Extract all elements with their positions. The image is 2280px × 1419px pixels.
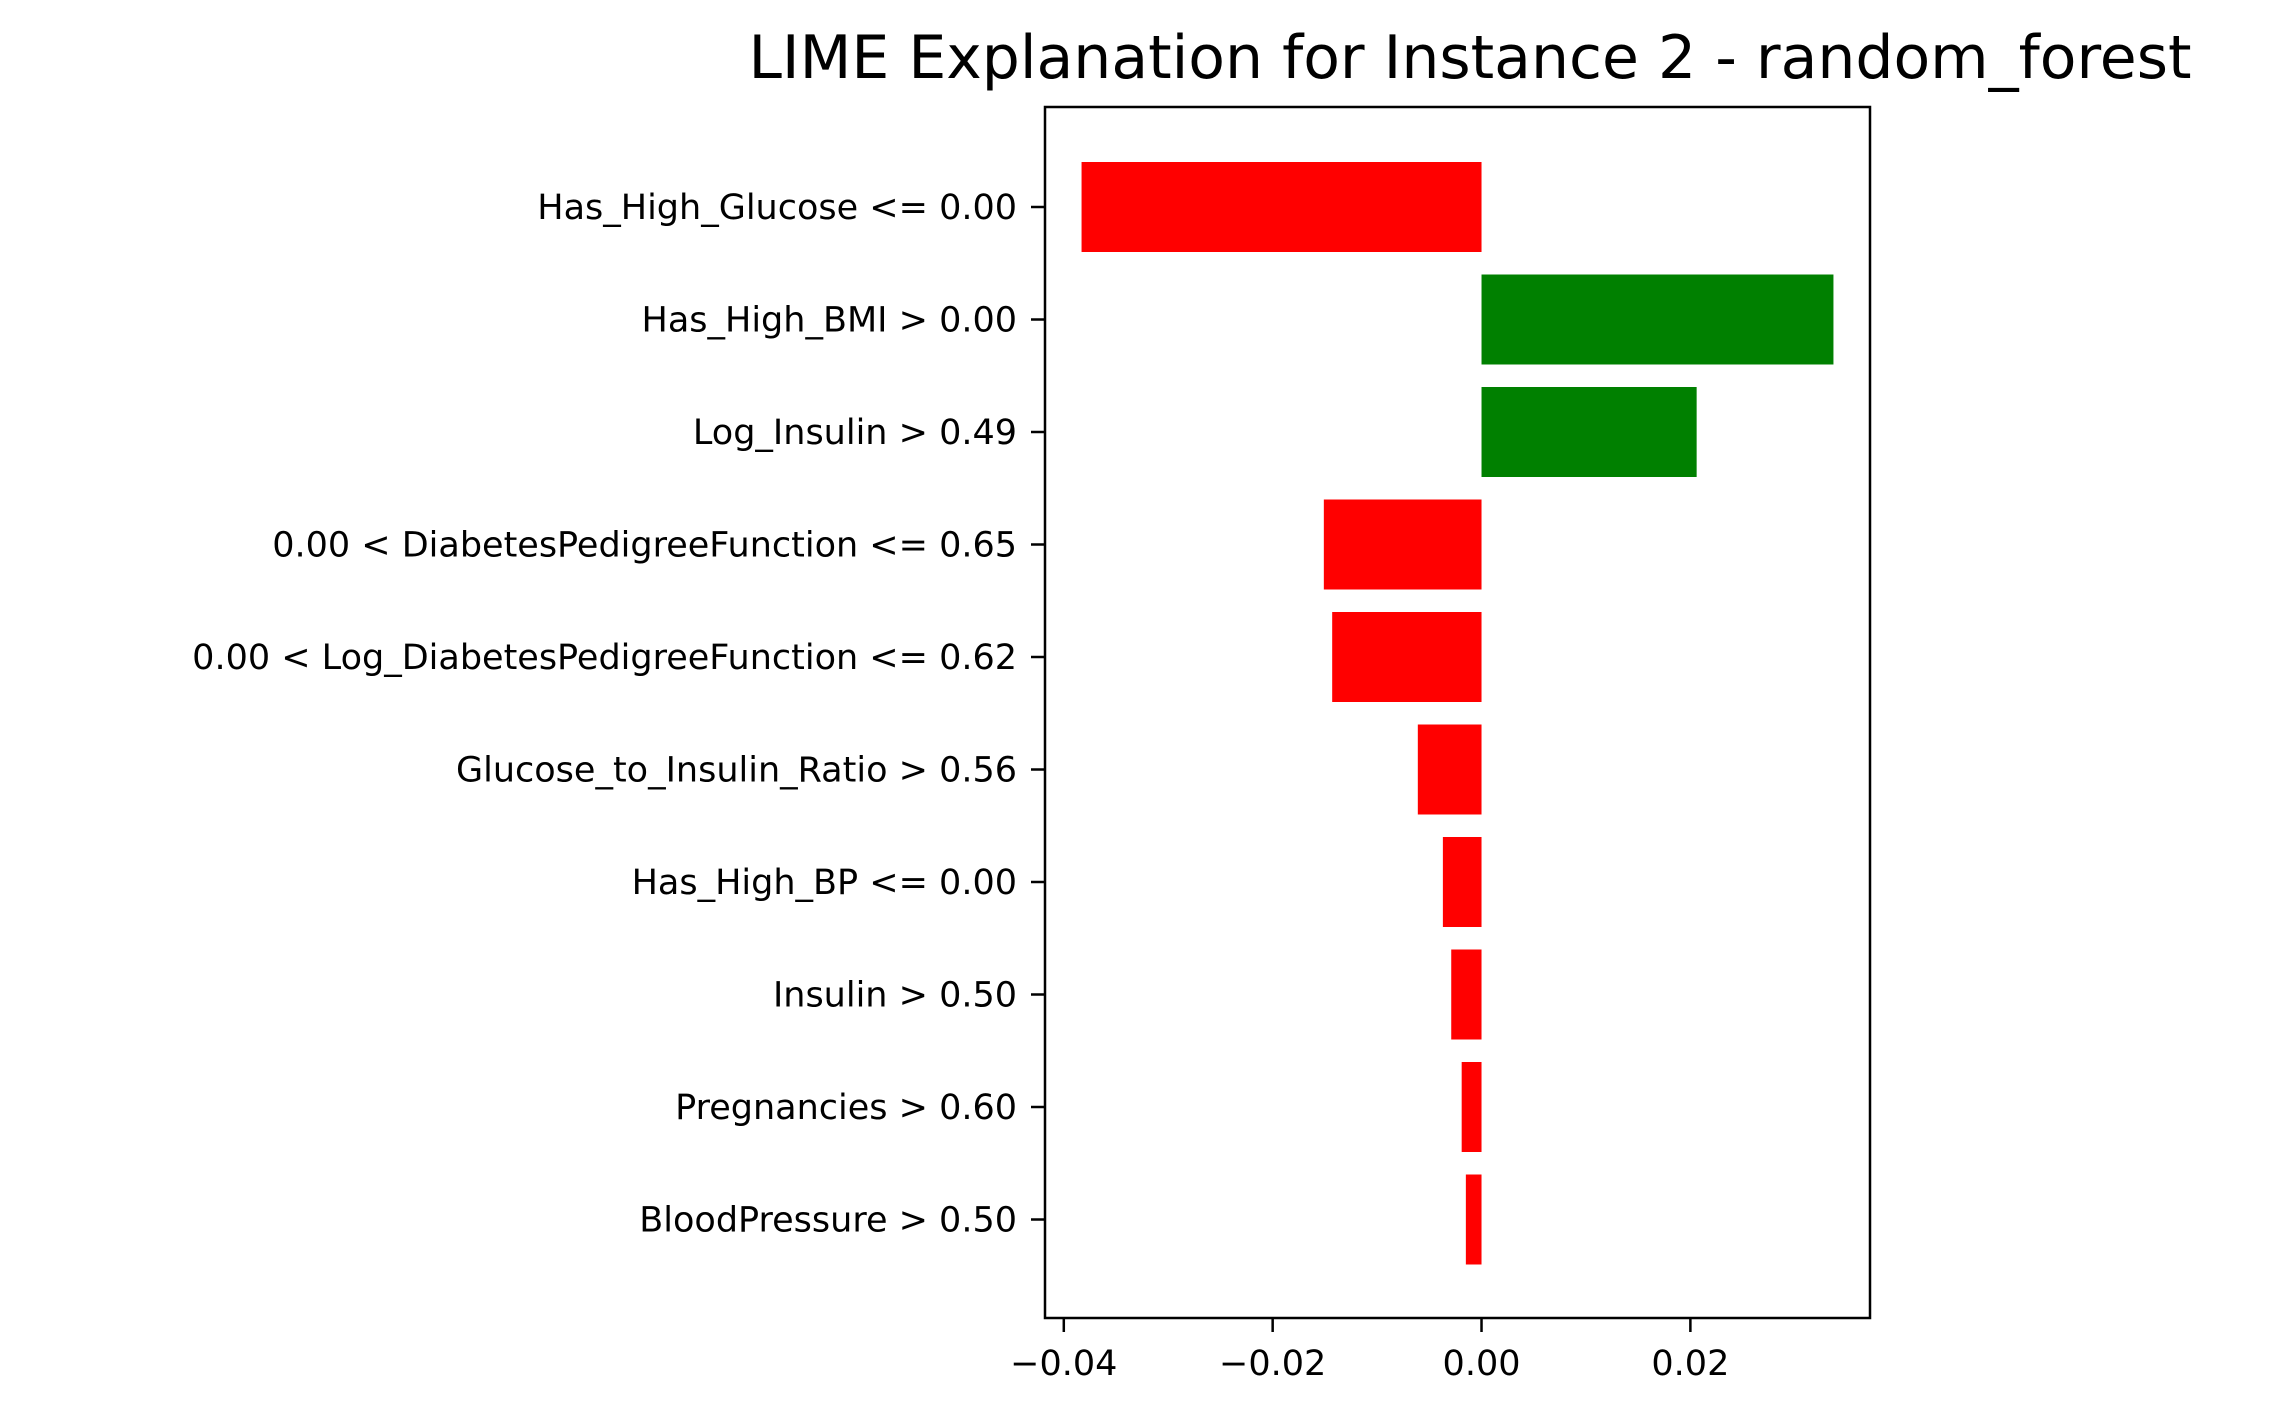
y-tick-label: Log_Insulin > 0.49 <box>693 413 1017 453</box>
bar <box>1451 949 1482 1040</box>
y-tick-label: 0.00 < DiabetesPedigreeFunction <= 0.65 <box>272 526 1017 566</box>
x-tick-label: −0.02 <box>1219 1344 1326 1384</box>
y-axis: Has_High_Glucose <= 0.00 Has_High_BMI > 0… <box>192 188 1045 1241</box>
y-tick-label: Has_High_BP <= 0.00 <box>632 863 1017 903</box>
y-tick-label: Has_High_Glucose <= 0.00 <box>537 188 1017 228</box>
plot-frame <box>1043 105 1872 1320</box>
y-tick-label: Glucose_to_Insulin_Ratio > 0.56 <box>456 751 1017 791</box>
bar <box>1323 499 1482 590</box>
bar <box>1481 387 1697 477</box>
x-tick-label: −0.04 <box>1010 1344 1117 1384</box>
bar <box>1417 724 1482 815</box>
bar <box>1461 1062 1482 1152</box>
bar <box>1481 274 1834 365</box>
x-tick-label: 0.02 <box>1651 1344 1729 1384</box>
bar <box>1332 612 1482 702</box>
y-tick-label: 0.00 < Log_DiabetesPedigreeFunction <= 0… <box>192 638 1017 678</box>
y-tick-label: BloodPressure > 0.50 <box>639 1201 1017 1241</box>
y-tick-label: Pregnancies > 0.60 <box>675 1088 1017 1128</box>
x-tick-label: 0.00 <box>1443 1344 1521 1384</box>
x-axis: −0.04 −0.02 0.00 0.02 <box>1010 1318 1729 1384</box>
y-tick-label: Insulin > 0.50 <box>773 976 1017 1016</box>
chart-title: LIME Explanation for Instance 2 - random… <box>748 23 2191 93</box>
bar <box>1081 162 1482 252</box>
bar <box>1442 837 1482 927</box>
bars-layer <box>1081 162 1834 1265</box>
y-tick-label: Has_High_BMI > 0.00 <box>642 301 1017 341</box>
bar <box>1465 1174 1482 1265</box>
